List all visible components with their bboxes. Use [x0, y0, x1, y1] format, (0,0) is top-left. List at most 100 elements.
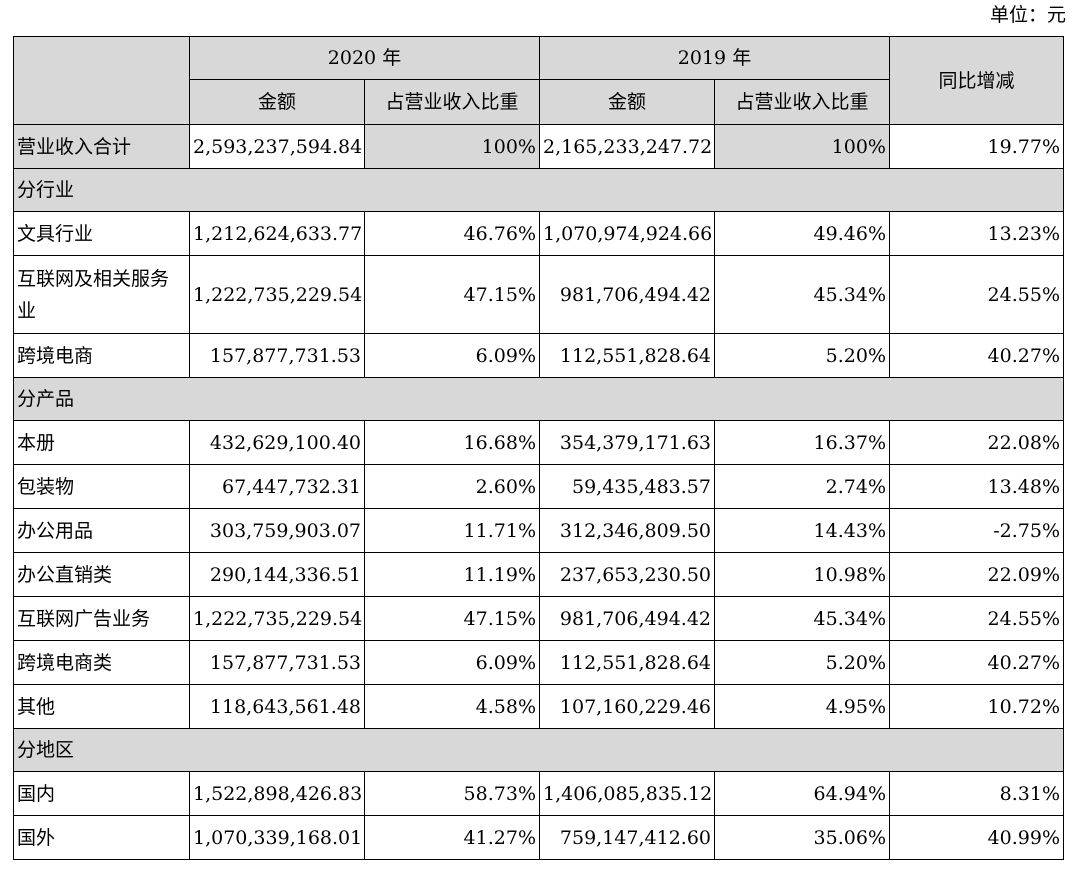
cell-amount-2020: 1,212,624,633.77 [189, 211, 365, 256]
cell-yoy: 13.48% [889, 464, 1064, 509]
cell-amount-2019: 981,706,494.42 [539, 596, 715, 641]
table-row: 跨境电商类 157,877,731.53 6.09% 112,551,828.64 5.… [13, 640, 1064, 685]
section-title: 分地区 [13, 728, 1064, 772]
cell-share-2019: 45.34% [714, 255, 890, 334]
cell-yoy: 24.55% [889, 255, 1064, 334]
cell-amount-2019: 759,147,412.60 [539, 815, 715, 860]
cell-share-2019: 45.34% [714, 596, 890, 641]
cell-yoy: 40.99% [889, 815, 1064, 860]
cell-yoy: 8.31% [889, 771, 1064, 816]
cell-share-2020: 11.19% [364, 552, 540, 597]
row-label: 包装物 [13, 464, 190, 509]
row-label: 跨境电商 [13, 333, 190, 378]
header-year-2019: 2019 年 [539, 36, 890, 80]
cell-amount-2019: 112,551,828.64 [539, 640, 715, 685]
cell-amount-2019: 59,435,483.57 [539, 464, 715, 509]
cell-yoy: 40.27% [889, 333, 1064, 378]
row-label: 办公用品 [13, 508, 190, 553]
section-header-row: 分行业 [13, 168, 1064, 212]
cell-amount-2019: 237,653,230.50 [539, 552, 715, 597]
cell-amount-2019: 312,346,809.50 [539, 508, 715, 553]
cell-amount-2019: 1,070,974,924.66 [539, 211, 715, 256]
cell-share-2020: 46.76% [364, 211, 540, 256]
cell-amount-2020: 1,222,735,229.54 [189, 255, 365, 334]
header-corner-cell [13, 36, 190, 125]
cell-amount-2020: 118,643,561.48 [189, 684, 365, 729]
cell-share-2020: 16.68% [364, 420, 540, 465]
header-year-2020: 2020 年 [189, 36, 540, 80]
header-row-columns: 金额 占营业收入比重 金额 占营业收入比重 [14, 79, 1064, 125]
total-yoy: 19.77% [889, 124, 1064, 169]
section-title: 分产品 [13, 377, 1064, 421]
cell-share-2019: 64.94% [714, 771, 890, 816]
cell-share-2019: 10.98% [714, 552, 890, 597]
row-label: 跨境电商类 [13, 640, 190, 685]
cell-yoy: 10.72% [889, 684, 1064, 729]
header-share-2020: 占营业收入比重 [364, 79, 540, 125]
cell-yoy: 40.27% [889, 640, 1064, 685]
cell-share-2020: 11.71% [364, 508, 540, 553]
cell-amount-2020: 157,877,731.53 [189, 333, 365, 378]
cell-yoy: 22.09% [889, 552, 1064, 597]
cell-share-2019: 35.06% [714, 815, 890, 860]
table-row: 本册 432,629,100.40 16.68% 354,379,171.63 16.3… [13, 420, 1064, 465]
table-row: 其他 118,643,561.48 4.58% 107,160,229.46 4.95%… [13, 684, 1064, 729]
cell-amount-2020: 157,877,731.53 [189, 640, 365, 685]
table-row: 互联网广告业务 1,222,735,229.54 47.15% 981,706,494… [13, 596, 1064, 641]
section-title: 分行业 [13, 168, 1064, 212]
total-label: 营业收入合计 [13, 124, 190, 169]
cell-amount-2020: 432,629,100.40 [189, 420, 365, 465]
cell-share-2019: 2.74% [714, 464, 890, 509]
cell-yoy: -2.75% [889, 508, 1064, 553]
table-row: 办公直销类 290,144,336.51 11.19% 237,653,230.50 1… [13, 552, 1064, 597]
header-amount-2020: 金额 [189, 79, 365, 125]
table-row: 办公用品 303,759,903.07 11.71% 312,346,809.50 14… [13, 508, 1064, 553]
cell-amount-2019: 112,551,828.64 [539, 333, 715, 378]
row-label: 本册 [13, 420, 190, 465]
row-label: 互联网及相关服务业 [13, 255, 190, 334]
cell-share-2020: 41.27% [364, 815, 540, 860]
total-row: 营业收入合计 2,593,237,594.84 100% 2,165,233,2… [13, 124, 1064, 169]
cell-amount-2020: 1,070,339,168.01 [189, 815, 365, 860]
row-label: 办公直销类 [13, 552, 190, 597]
table-row: 跨境电商 157,877,731.53 6.09% 112,551,828.64 5.2… [13, 333, 1064, 378]
cell-share-2020: 58.73% [364, 771, 540, 816]
cell-share-2020: 47.15% [364, 596, 540, 641]
table-row: 国内 1,522,898,426.83 58.73% 1,406,085,835.12… [13, 771, 1064, 816]
section-header-row: 分产品 [13, 377, 1064, 421]
cell-share-2019: 5.20% [714, 640, 890, 685]
row-label: 国外 [13, 815, 190, 860]
cell-amount-2019: 981,706,494.42 [539, 255, 715, 334]
cell-amount-2020: 303,759,903.07 [189, 508, 365, 553]
revenue-table: 2020 年 2019 年 同比增减 金额 占营业收入比重 金额 占营业收入比重… [13, 36, 1064, 860]
total-amount-2020: 2,593,237,594.84 [189, 124, 365, 169]
cell-amount-2019: 1,406,085,835.12 [539, 771, 715, 816]
table-row: 互联网及相关服务业 1,222,735,229.54 47.15% 981,706,4… [13, 255, 1064, 334]
header-share-2019: 占营业收入比重 [714, 79, 890, 125]
cell-amount-2020: 290,144,336.51 [189, 552, 365, 597]
cell-yoy: 13.23% [889, 211, 1064, 256]
cell-amount-2020: 1,222,735,229.54 [189, 596, 365, 641]
cell-amount-2020: 1,522,898,426.83 [189, 771, 365, 816]
header-yoy: 同比增减 [889, 36, 1064, 125]
cell-share-2019: 5.20% [714, 333, 890, 378]
row-label: 国内 [13, 771, 190, 816]
cell-yoy: 22.08% [889, 420, 1064, 465]
row-label: 其他 [13, 684, 190, 729]
unit-label: 单位：元 [989, 4, 1066, 26]
cell-share-2019: 4.95% [714, 684, 890, 729]
total-share-2019: 100% [714, 124, 890, 169]
cell-share-2020: 6.09% [364, 333, 540, 378]
cell-amount-2019: 354,379,171.63 [539, 420, 715, 465]
cell-share-2019: 49.46% [714, 211, 890, 256]
row-label: 文具行业 [13, 211, 190, 256]
cell-share-2019: 14.43% [714, 508, 890, 553]
cell-share-2019: 16.37% [714, 420, 890, 465]
cell-share-2020: 4.58% [364, 684, 540, 729]
cell-yoy: 24.55% [889, 596, 1064, 641]
header-row-years: 2020 年 2019 年 同比增减 [13, 36, 1064, 125]
row-label: 互联网广告业务 [13, 596, 190, 641]
table-row: 文具行业 1,212,624,633.77 46.76% 1,070,974,924.… [13, 211, 1064, 256]
total-amount-2019: 2,165,233,247.72 [539, 124, 715, 169]
cell-share-2020: 47.15% [364, 255, 540, 334]
